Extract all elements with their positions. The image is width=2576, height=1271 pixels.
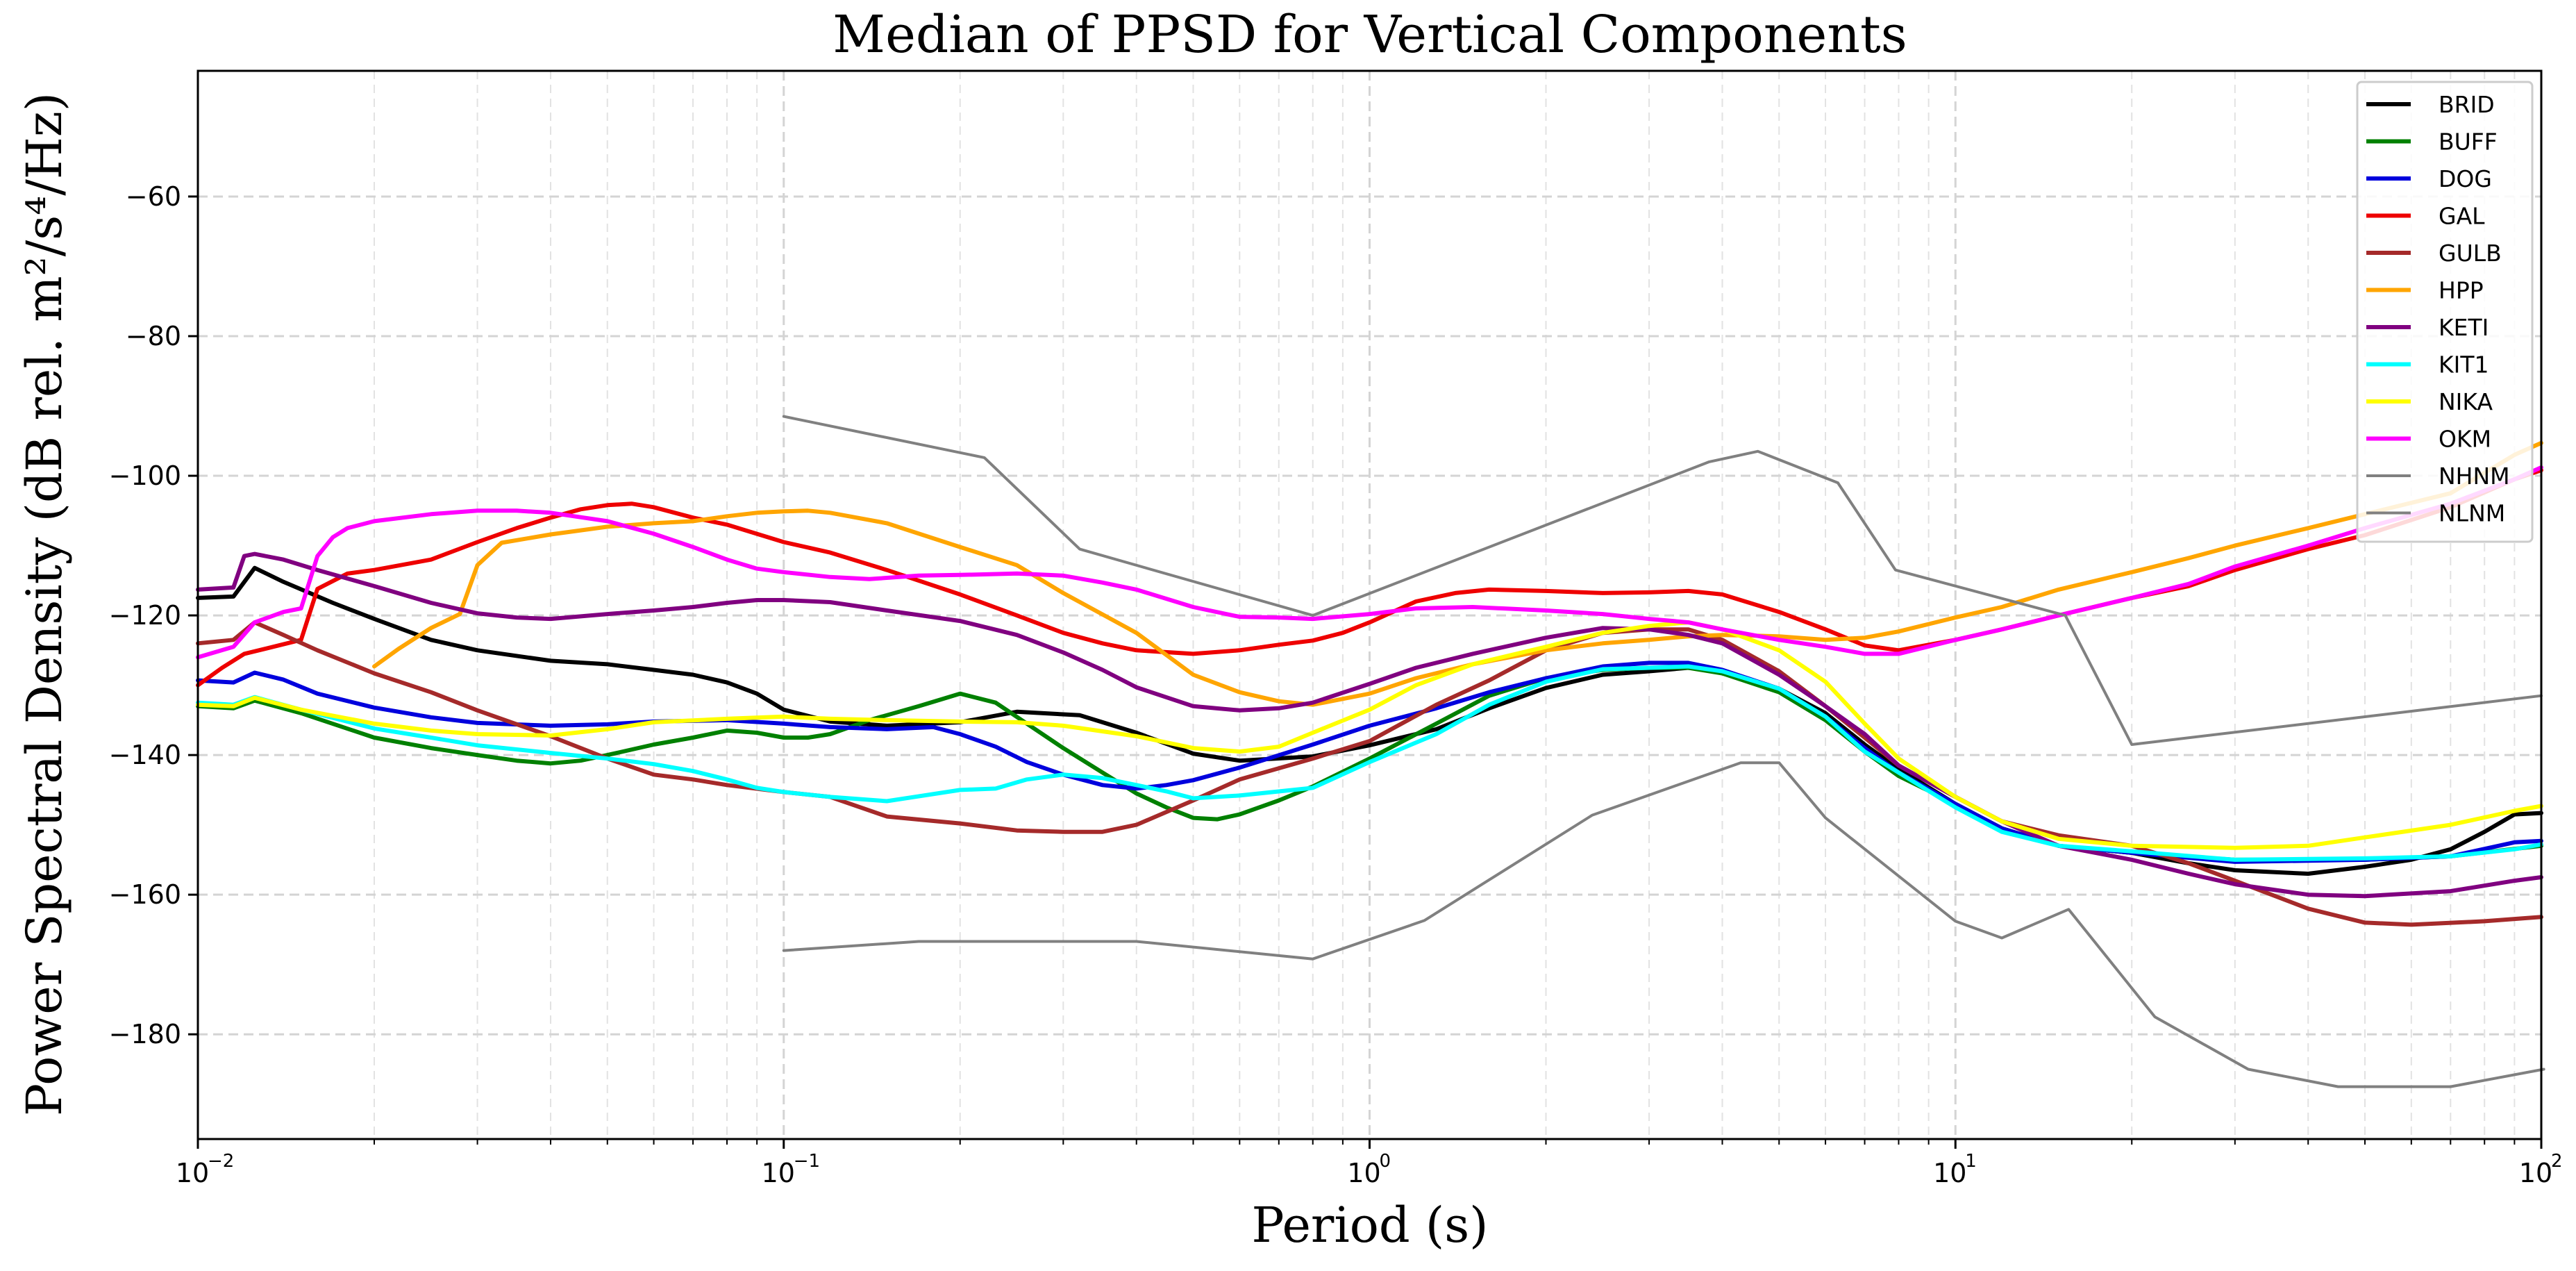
x-tick-exponent: −2 — [208, 1151, 234, 1172]
series-line-nhnm — [782, 415, 2543, 746]
series-line-keti — [196, 551, 2543, 899]
x-tick-exponent: −1 — [794, 1151, 820, 1172]
legend-label-hpp: HPP — [2439, 277, 2484, 304]
series-line-okm — [196, 465, 2543, 660]
legend-label-nhnm: NHNM — [2439, 463, 2510, 490]
y-axis-label: Power Spectral Density (dB rel. m²/s⁴/Hz… — [16, 92, 73, 1116]
legend-label-kit1: KIT1 — [2439, 351, 2489, 379]
series-line-gulb — [196, 620, 2543, 927]
legend-label-gulb: GULB — [2439, 240, 2502, 267]
x-tick-exponent: 1 — [1965, 1151, 1977, 1172]
grid — [196, 71, 2543, 1139]
x-axis-label: Period (s) — [1252, 1197, 1489, 1254]
legend-box — [2356, 81, 2534, 543]
legend-label-nlnm: NLNM — [2439, 500, 2505, 527]
y-tick-label: −160 — [109, 879, 181, 910]
y-tick-label: −100 — [109, 460, 181, 491]
series-line-kit1 — [196, 664, 2543, 862]
y-tick-label: −180 — [109, 1019, 181, 1049]
y-tick-label: −140 — [109, 740, 181, 770]
series-line-nlnm — [782, 761, 2545, 1088]
legend-label-buff: BUFF — [2439, 128, 2498, 156]
x-tick-label: 10 — [1933, 1158, 1966, 1188]
y-axis-ticks: −60 −80 −100 −120 −140 −160 −180 — [109, 181, 198, 1049]
legend-label-dog: DOG — [2439, 165, 2492, 192]
legend-label-keti: KETI — [2439, 314, 2489, 341]
x-tick-label: 10 — [2519, 1158, 2552, 1188]
x-axis-ticks: 10−2 10−1 100 101 102 — [176, 1139, 2563, 1188]
series-line-dog — [196, 661, 2543, 864]
legend-label-okm: OKM — [2439, 426, 2491, 453]
x-tick-label: 10 — [176, 1158, 209, 1188]
x-tick-exponent: 0 — [1380, 1151, 1391, 1172]
legend-label-brid: BRID — [2439, 91, 2495, 118]
legend-label-gal: GAL — [2439, 203, 2485, 230]
series-lines — [196, 415, 2545, 1088]
y-tick-label: −120 — [109, 600, 181, 631]
chart-title: Median of PPSD for Vertical Components — [833, 5, 1907, 65]
legend-label-nika: NIKA — [2439, 388, 2493, 415]
x-tick-label: 10 — [762, 1158, 795, 1188]
x-tick-exponent: 2 — [2551, 1151, 2563, 1172]
y-tick-label: −80 — [126, 321, 181, 351]
y-tick-label: −60 — [126, 181, 181, 212]
x-tick-label: 10 — [1347, 1158, 1380, 1188]
series-line-nika — [196, 620, 2543, 850]
legend: BRID BUFF DOG GAL GULB HPP KETI KIT1 NIKA OKM NHNM… — [2356, 81, 2534, 543]
